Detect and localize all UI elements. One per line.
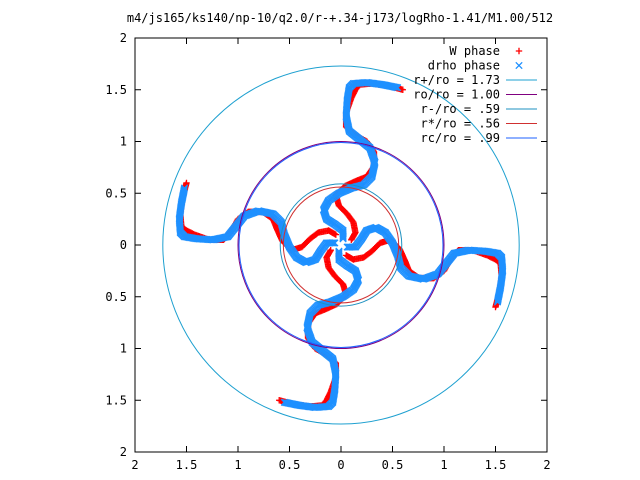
y-tick-label: 1 [120,342,127,356]
data-point [492,303,499,311]
data-point [494,297,502,305]
legend-marker [515,61,523,70]
legend-marker [515,47,523,55]
data-point [180,186,188,195]
series-drho-phase [175,78,507,412]
y-tick-label: 0.5 [105,186,127,200]
legend-label: W phase [449,44,500,58]
x-tick-label: 2 [131,458,138,472]
x-tick-label: 0.5 [279,458,301,472]
data-point [399,86,406,93]
data-point [180,185,188,193]
x-tick-label: 2 [543,458,550,472]
y-tick-label: 2 [120,445,127,459]
y-tick-label: 1.5 [105,393,127,407]
y-tick-label: 1.5 [105,83,127,97]
x-tick-label: 0.5 [382,458,404,472]
data-point [183,179,190,187]
legend-label: rc/ro = .99 [421,131,500,145]
y-tick-label: 1 [120,135,127,149]
chart-title: m4/js165/ks140/np-10/q2.0/r-+.34-j173/lo… [127,11,553,25]
data-point [276,397,283,404]
data-point [393,84,402,92]
circle-r [282,186,400,304]
y-tick-label: 0.5 [105,290,127,304]
data-point [391,83,399,91]
data-point [392,83,401,92]
data-point [493,298,502,306]
x-tick-label: 1 [234,458,241,472]
legend-label: r+/ro = 1.73 [413,73,500,87]
data-layer [175,78,507,412]
legend-label: r-/ro = .59 [421,102,500,116]
legend-label: ro/ro = 1.00 [413,88,500,102]
circle-layer [162,65,520,425]
y-tick-label: 0 [120,238,127,252]
y-tick-label: 2 [120,31,127,45]
x-tick-label: 0 [337,458,344,472]
data-point [180,184,189,192]
data-point [280,398,289,406]
legend-label: drho phase [428,59,500,73]
x-tick-label: 1.5 [485,458,507,472]
x-tick-label: 1.5 [176,458,198,472]
axes-layer: 2 1.5 1 0.5 0 0.5 1 1.5 221.510.500.511.52 [105,31,550,472]
legend-label: r*/ro = .56 [421,117,500,131]
circle-rc [238,142,444,348]
x-tick-label: 1 [440,458,447,472]
data-point [283,399,291,407]
circle-ro [237,141,445,349]
circle-r [279,183,403,307]
data-point [494,295,502,304]
circle-r [162,65,520,425]
data-point [281,398,290,407]
